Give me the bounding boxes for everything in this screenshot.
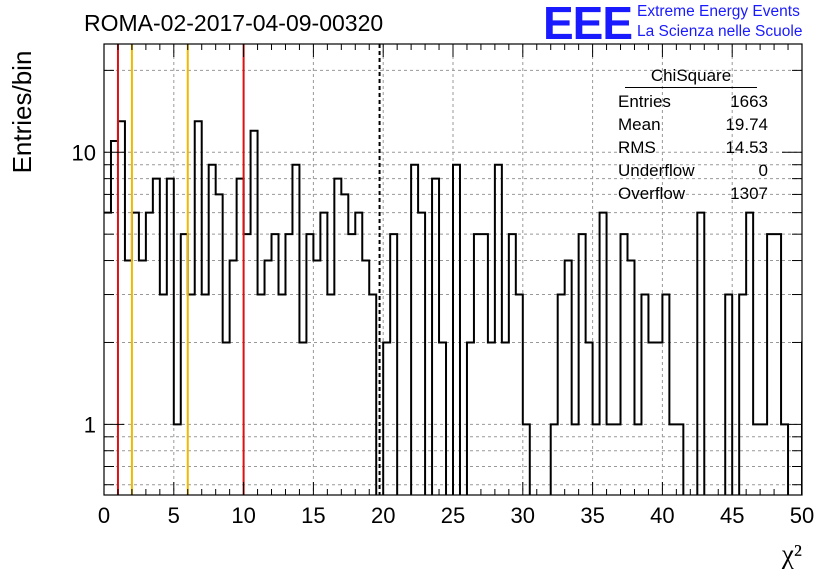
stats-label: Overflow [618,184,686,203]
x-tick-label: 30 [511,503,535,528]
stats-value: 1307 [730,184,768,203]
y-tick-label: 10 [72,140,96,165]
stats-row-entries: Entries 1663 [611,90,771,113]
logo-subtitle-line1: Extreme Energy Events [637,3,800,20]
marker-lines-layer [116,44,381,495]
stats-row-overflow: Overflow 1307 [611,182,771,205]
stats-row-rms: RMS 14.53 [611,136,771,159]
x-tick-label: 45 [720,503,744,528]
x-tick-label: 35 [580,503,604,528]
stats-row-underflow: Underflow 0 [611,159,771,182]
x-tick-label: 40 [650,503,674,528]
axis-ticks-layer: 0 5 10 15 20 25 30 35 40 45 50 1 10 [72,44,814,528]
stats-title: ChiSquare [650,66,732,85]
x-tick-label: 20 [371,503,395,528]
stats-row-mean: Mean 19.74 [611,113,771,136]
stats-value: 0 [758,161,768,180]
statistics-box: ChiSquare Entries 1663 Mean 19.74 RMS 14… [611,66,771,205]
stats-label: Mean [618,115,661,134]
x-tick-label: 0 [98,503,110,528]
run-title: ROMA-02-2017-04-09-00320 [84,10,384,36]
eee-logo: EEE [543,0,633,49]
y-tick-label: 1 [84,412,96,437]
logo-subtitle-line2: La Scienza nelle Scuole [637,23,803,40]
stats-value: 19.74 [725,115,768,134]
stats-label: Underflow [618,161,695,180]
stats-label: RMS [618,138,656,157]
histogram-step-line [104,120,802,495]
x-tick-label: 5 [168,503,180,528]
histogram-layer [104,120,802,495]
stats-label: Entries [618,92,671,111]
stats-value: 1663 [730,92,768,111]
stats-divider [625,87,757,88]
x-tick-label: 10 [231,503,255,528]
y-axis-label: Entries/bin [7,51,37,174]
x-tick-label: 25 [441,503,465,528]
x-axis-label: χ² [781,539,802,569]
stats-value: 14.53 [725,138,768,157]
x-tick-label: 15 [301,503,325,528]
x-tick-label: 50 [790,503,814,528]
